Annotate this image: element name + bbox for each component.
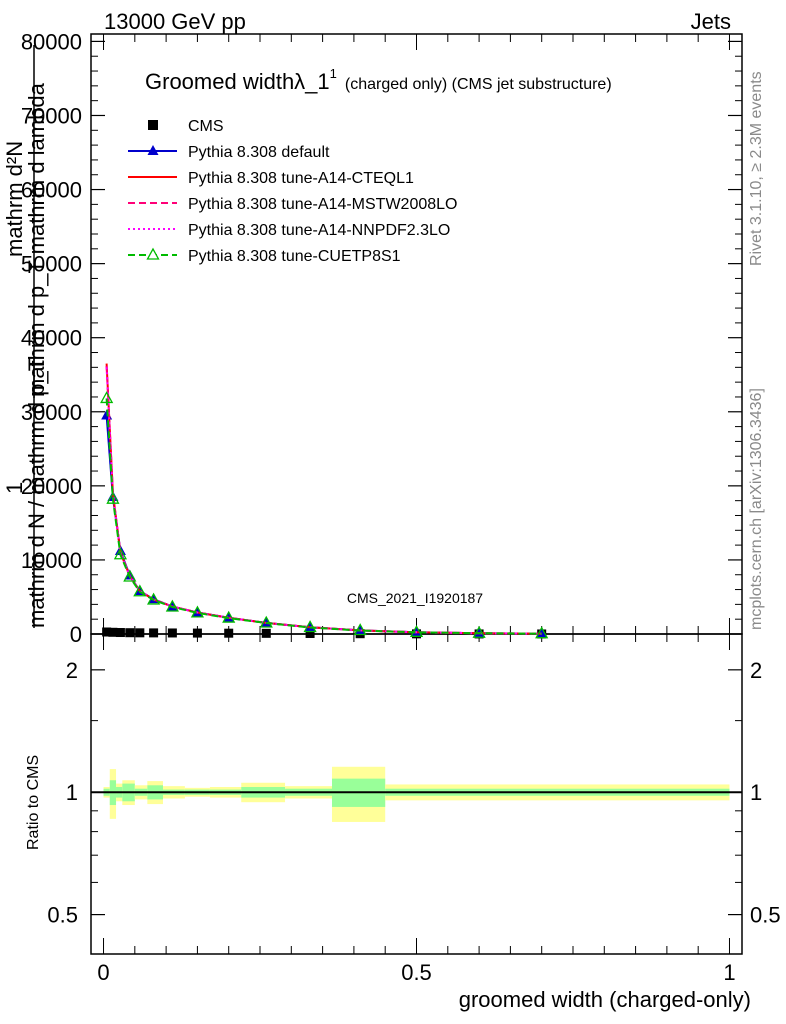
ratio-tick-label: 0.5 [47,903,78,928]
series-line-4 [105,367,542,635]
chart-title: Groomed widthλ_11 (charged only) (CMS jet… [145,66,612,94]
y-tick-label: 40000 [21,326,82,351]
pythia-cuetp8s1-point [303,620,317,633]
rivet-version-label: Rivet 3.1.10, ≥ 2.3M events [748,71,765,266]
y-tick-label: 60000 [21,178,82,203]
ratio-tick-label-right: 0.5 [750,903,781,928]
ratio-tick-label-right: 2 [750,658,762,683]
y-tick-label: 70000 [21,103,82,128]
pythia-cuetp8s1-point [165,599,179,612]
pythia-cuetp8s1-point [535,626,549,639]
cms-data-point [102,627,112,637]
cms-data-point [167,628,177,638]
cms-data-point [108,627,118,637]
topic-label: Jets [691,9,731,34]
main-y-axis: 0 10000 20000 30000 40000 50000 60000 70000 8000… [21,29,742,647]
pythia-cuetp8s1-point [106,491,120,504]
legend: CMS Pythia 8.308 default Pythia 8.308 tune… [128,118,457,265]
chart-title-main: Groomed widthλ_1 [145,69,330,94]
ratio-y-axis-label: Ratio to CMS [25,755,42,850]
pythia-cuetp8s1-point [259,615,273,628]
pythia-cuetp8s1-point [472,625,486,638]
pythia-cuetp8s1-point [113,547,128,560]
ratio-tick-label: 2 [66,658,78,683]
y-tick-label: 50000 [21,252,82,277]
pythia-cuetp8s1-point [123,569,137,582]
pythia-cuetp8s1-point [146,592,161,605]
pythia-cuetp8s1-point [100,391,114,404]
legend-label: Pythia 8.308 tune-A14-MSTW2008LO [188,196,457,213]
pythia-default-point [473,627,485,638]
chart-title-subtitle: (charged only) (CMS jet substructure) [345,76,612,93]
y-tick-label: 20000 [21,474,82,499]
legend-marker-open-triangle [146,247,160,260]
cms-data-point [224,628,234,638]
pythia-cuetp8s1-point [353,623,367,636]
x-axis-label: groomed width (charged-only) [459,987,751,1012]
cms-data-point [261,628,271,638]
cms-data-point [115,628,125,638]
legend-label: Pythia 8.308 tune-A14-CTEQL1 [188,170,414,187]
legend-label: Pythia 8.308 tune-CUETP8S1 [188,248,401,265]
x-tick-label: 0.5 [401,960,432,985]
y-label-mid: mathrm d p_T mathrm d lambda [24,82,49,397]
pythia-cuetp8s1-point [133,584,147,597]
ratio-y-axis: 0.5 0.5 1 1 2 2 [47,658,780,928]
series-layer [100,363,549,639]
y-tick-label: 30000 [21,400,82,425]
ratio-tick-label: 1 [66,780,78,805]
legend-marker-triangle [147,145,159,155]
analysis-id-label: CMS_2021_I1920187 [347,590,483,606]
y-label-fraction-numerator: 1 [2,482,27,494]
main-y-axis-label: mathrm d²N mathrm d p_T mathrm d lambda … [2,45,49,628]
pythia-cuetp8s1-point [190,605,205,618]
mcplots-site-label: mcplots.cern.ch [arXiv:1306.3436] [748,388,765,630]
y-label-fraction-denominator: mathrm d N / mathrm d p_T [24,358,49,628]
cms-data-point [305,628,315,638]
y-tick-label: 0 [70,622,82,647]
pythia-default-point [411,626,422,637]
chart-title-superscript: 1 [330,66,337,81]
x-tick-label: 1 [723,960,735,985]
y-tick-label: 80000 [21,29,82,54]
legend-marker-cms [148,120,158,130]
y-label-top: mathrm d²N [2,141,27,257]
energy-label: 13000 GeV pp [104,9,246,34]
x-tick-label: 0 [97,960,109,985]
pythia-cuetp8s1-point [409,624,424,637]
legend-label: CMS [188,118,224,135]
ratio-tick-label-right: 1 [750,780,762,805]
series-line-5 [105,398,542,635]
cms-data-point [149,628,159,638]
pythia-default-point [536,627,548,638]
ratio-bands [103,766,730,822]
cms-data-point [135,628,145,638]
cms-data-point [192,628,202,638]
legend-label: Pythia 8.308 default [188,144,330,161]
y-tick-label: 10000 [21,548,82,573]
legend-label: Pythia 8.308 tune-A14-NNPDF2.3LO [188,222,450,239]
cms-data-point [125,628,135,638]
pythia-cuetp8s1-point [222,610,236,623]
